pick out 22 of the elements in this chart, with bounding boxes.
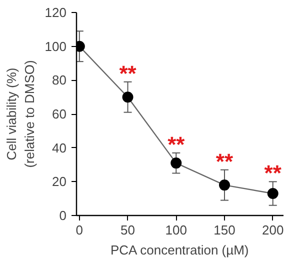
x-tick-label: 50 — [120, 222, 136, 238]
x-tick-label: 0 — [76, 222, 84, 238]
y-tick-label: 80 — [52, 72, 67, 88]
y-tick-label: 120 — [44, 5, 67, 20]
annotation: ** — [216, 148, 234, 174]
annotation: ** — [264, 160, 282, 186]
x-axis-title: PCA concentration (µM) — [110, 242, 249, 258]
point — [122, 92, 134, 103]
x-tick-label: 150 — [214, 222, 236, 238]
annotation: ** — [168, 132, 186, 157]
y-tick-label: 0 — [59, 208, 67, 223]
point — [218, 180, 230, 191]
y-tick-label: 20 — [52, 174, 67, 190]
annotation: ** — [119, 60, 137, 86]
y-tick-label: 60 — [52, 106, 67, 122]
y-tick-label: 40 — [52, 140, 67, 156]
y-axis-title: Cell viability (%) (relative to DMSO) — [4, 60, 37, 168]
point — [267, 188, 278, 199]
x-tick-label: 100 — [165, 222, 187, 238]
point — [170, 158, 182, 169]
x-tick-label: 200 — [262, 222, 284, 238]
y-tick-label: 100 — [44, 38, 67, 54]
